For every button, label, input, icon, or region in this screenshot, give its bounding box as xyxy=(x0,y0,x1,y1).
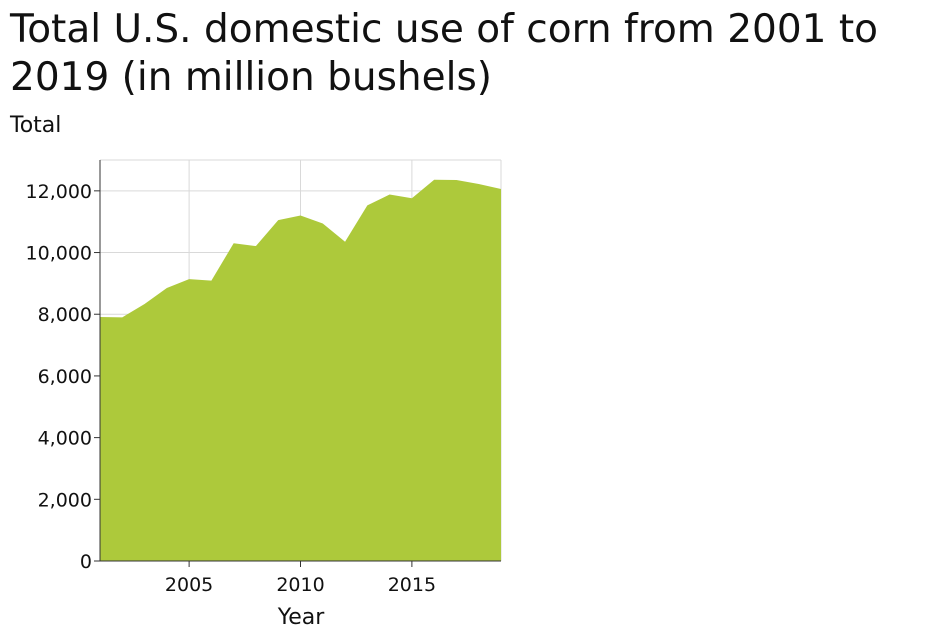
chart-title: Total U.S. domestic use of corn from 200… xyxy=(10,7,878,100)
y-tick-label: 6,000 xyxy=(38,366,92,388)
axes xyxy=(94,160,501,567)
x-tick-label: 2010 xyxy=(276,574,324,596)
y-tick-label: 10,000 xyxy=(26,243,92,265)
y-axis-label: Total xyxy=(9,113,61,138)
y-tick-label: 8,000 xyxy=(38,304,92,326)
x-tick-label: 2015 xyxy=(388,574,436,596)
x-tick-labels: 2005 2010 2015 xyxy=(165,574,436,596)
area-fill xyxy=(100,179,501,562)
y-tick-label: 12,000 xyxy=(26,181,92,203)
y-tick-labels: 0 2,000 4,000 6,000 8,000 10,000 12,000 xyxy=(26,181,92,573)
y-tick-label: 0 xyxy=(80,551,92,573)
area-series xyxy=(99,179,502,562)
y-tick-label: 4,000 xyxy=(38,428,92,450)
x-axis-label: Year xyxy=(277,605,326,630)
x-tick-label: 2005 xyxy=(165,574,213,596)
y-tick-label: 2,000 xyxy=(38,489,92,511)
